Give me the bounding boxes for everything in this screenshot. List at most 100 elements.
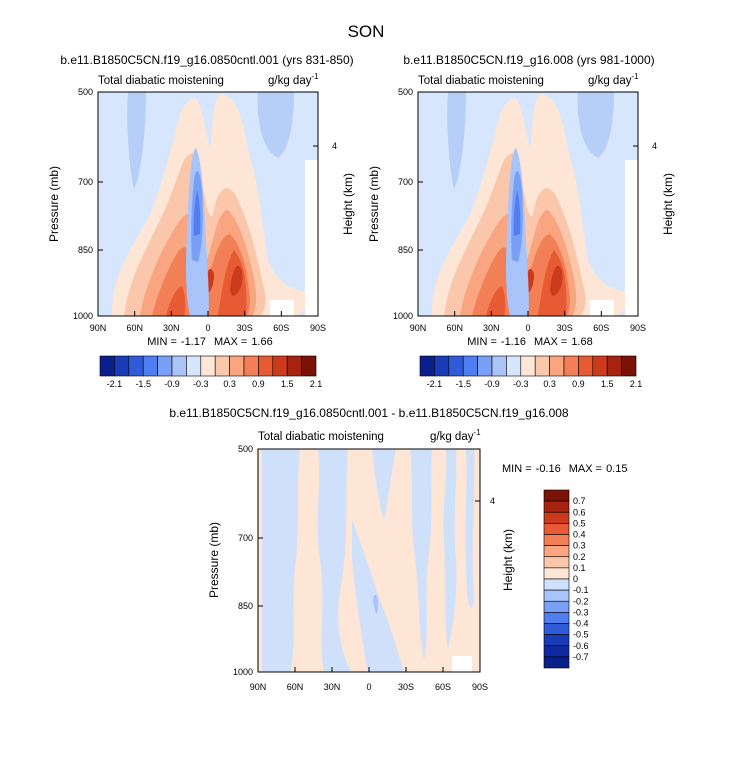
colorbar-swatch <box>99 355 115 377</box>
colorbar-swatch <box>272 355 288 377</box>
panel-3-left-label: Total diabatic moistening <box>258 431 384 443</box>
colorbar-label: 2.1 <box>630 379 643 389</box>
colorbar-swatch <box>477 355 493 377</box>
colorbar-swatch <box>157 355 173 377</box>
panel-1-x-axis: 90N 60N 30N 0 30S 60S 90S <box>90 323 326 333</box>
panel-2-title: b.e11.B1850C5CN.f19_g16.008 (yrs 981-100… <box>403 53 654 67</box>
colorbar-label: -0.9 <box>164 379 180 389</box>
panel-1-xtick-label: 90S <box>310 323 326 333</box>
panel-3-neg-band-2 <box>317 449 352 672</box>
colorbar-swatch <box>543 600 570 613</box>
colorbar-swatch <box>543 623 570 635</box>
colorbar-swatch <box>114 355 130 377</box>
panel-1-ytick-label: 1000 <box>73 311 93 321</box>
panel-1-minmax: MIN = -1.17 MAX = 1.66 <box>147 336 272 348</box>
panel-2-y2-axis: 4 Height (km) <box>633 141 675 235</box>
colorbar-label: -0.3 <box>573 607 589 617</box>
colorbar-swatch <box>549 355 565 377</box>
panel-2-neg-blob-right <box>577 92 614 158</box>
panel-1-max-value: 1.66 <box>251 336 272 348</box>
panel-3-min-label: MIN = <box>502 463 532 475</box>
panel-1-y-axis: 500 700 850 1000 Pressure (mb) <box>47 87 103 321</box>
colorbar-label: 0 <box>573 574 578 584</box>
panel-3-neg-band-3 <box>352 520 404 672</box>
panel-3-xtick-label: 60N <box>287 682 304 692</box>
panel-2-xtick-label: 0 <box>525 323 530 333</box>
figure-title: SON <box>348 22 385 41</box>
panel-2-y2tick-label: 4 <box>652 141 657 151</box>
colorbar-swatch <box>419 355 435 377</box>
panel-1-pos-level-5b <box>166 286 186 316</box>
colorbar-swatch <box>543 523 570 535</box>
panel-2-x-axis: 90N 60N 30N 0 30S 60S 90S <box>410 323 646 333</box>
colorbar-swatch <box>258 355 274 377</box>
panel-3: b.e11.B1850C5CN.f19_g16.0850cntl.001 - b… <box>169 406 627 692</box>
colorbar-swatch <box>563 355 579 377</box>
panel-2-pos-level-6 <box>550 265 563 296</box>
panel-2-missing-data <box>590 300 614 316</box>
panel-1-ylabel: Pressure (mb) <box>47 166 61 242</box>
panel-1-xtick-label: 30S <box>237 323 253 333</box>
panel-1-neg-blob-left <box>127 92 146 190</box>
panel-2-pos-level-5b <box>486 286 506 316</box>
colorbar-label: -0.1 <box>573 585 589 595</box>
panel-3-xtick-label: 30N <box>324 682 341 692</box>
colorbar-label: -0.3 <box>513 379 529 389</box>
panel-2-ylabel: Pressure (mb) <box>367 166 381 242</box>
panel-1-xtick-label: 0 <box>205 323 210 333</box>
colorbar-swatch <box>301 355 317 377</box>
panel-3-ytick-label: 1000 <box>233 667 253 677</box>
panel-3-min-value: -0.16 <box>536 463 561 475</box>
panel-1-xtick-label: 60S <box>273 323 289 333</box>
colorbar-swatch <box>543 578 570 591</box>
colorbar-label: 0.3 <box>573 541 586 551</box>
panel-1-max-label: MAX = <box>214 336 247 348</box>
colorbar-swatch <box>543 511 570 524</box>
panel-3-neg-level-2 <box>373 594 379 614</box>
colorbar-swatch <box>543 489 570 502</box>
colorbar-label: -2.1 <box>107 379 123 389</box>
panel-3-xtick-label: 90S <box>472 682 488 692</box>
panel-2-xtick-label: 30N <box>483 323 500 333</box>
colorbar-label: 1.5 <box>601 379 614 389</box>
panel-1-xtick-label: 90N <box>90 323 107 333</box>
panel-3-ytick-label: 500 <box>238 444 253 454</box>
colorbar-label: -0.4 <box>573 619 589 629</box>
panel-2-xtick-label: 90S <box>630 323 646 333</box>
colorbar-swatch <box>543 567 570 580</box>
colorbar-swatch <box>543 500 570 513</box>
colorbar-label: -2.1 <box>427 379 443 389</box>
panel-2-left-label: Total diabatic moistening <box>418 75 544 87</box>
colorbar-swatch <box>543 634 570 647</box>
panel-1-ytick-label: 500 <box>78 87 93 97</box>
panel-3-missing-data <box>452 656 472 672</box>
panel-3-y2-axis: 4 Height (km) <box>475 496 515 591</box>
panel-3-unit-label: g/kg day-1 <box>430 428 481 443</box>
colorbar-label: 0.4 <box>573 530 586 540</box>
panel-2-missing-data-right <box>625 160 638 316</box>
panel-3-neg-band-5 <box>410 449 432 660</box>
colorbar-label: 0.7 <box>573 496 586 506</box>
colorbar-swatch <box>592 355 608 377</box>
colorbar-swatch <box>543 656 570 669</box>
panel-3-neg-band-6 <box>443 449 457 650</box>
panel-2-ytick-label: 1000 <box>393 311 413 321</box>
panel-2-min-label: MIN = <box>467 336 497 348</box>
colorbar-label: 1.5 <box>281 379 294 389</box>
panel-2-unit-label: g/kg day-1 <box>588 72 639 87</box>
colorbar-label: 0.1 <box>573 563 586 573</box>
panel-3-xtick-label: 30S <box>398 682 414 692</box>
colorbar-swatch <box>462 355 478 377</box>
colorbar-swatch <box>543 534 570 546</box>
panel-2-ytick-label: 700 <box>398 177 413 187</box>
panel-1-unit-text: g/kg day <box>268 75 312 87</box>
panel-3-xtick-label: 90N <box>250 682 267 692</box>
colorbar-label: 0.9 <box>252 379 265 389</box>
panel-2-ytick-label: 850 <box>398 245 413 255</box>
colorbar-swatch <box>448 355 464 377</box>
panel-1-min-value: -1.17 <box>181 336 206 348</box>
panel-2-unit-text: g/kg day <box>588 75 632 87</box>
colorbar-swatch <box>543 612 570 624</box>
panel-3-xtick-label: 60S <box>435 682 451 692</box>
